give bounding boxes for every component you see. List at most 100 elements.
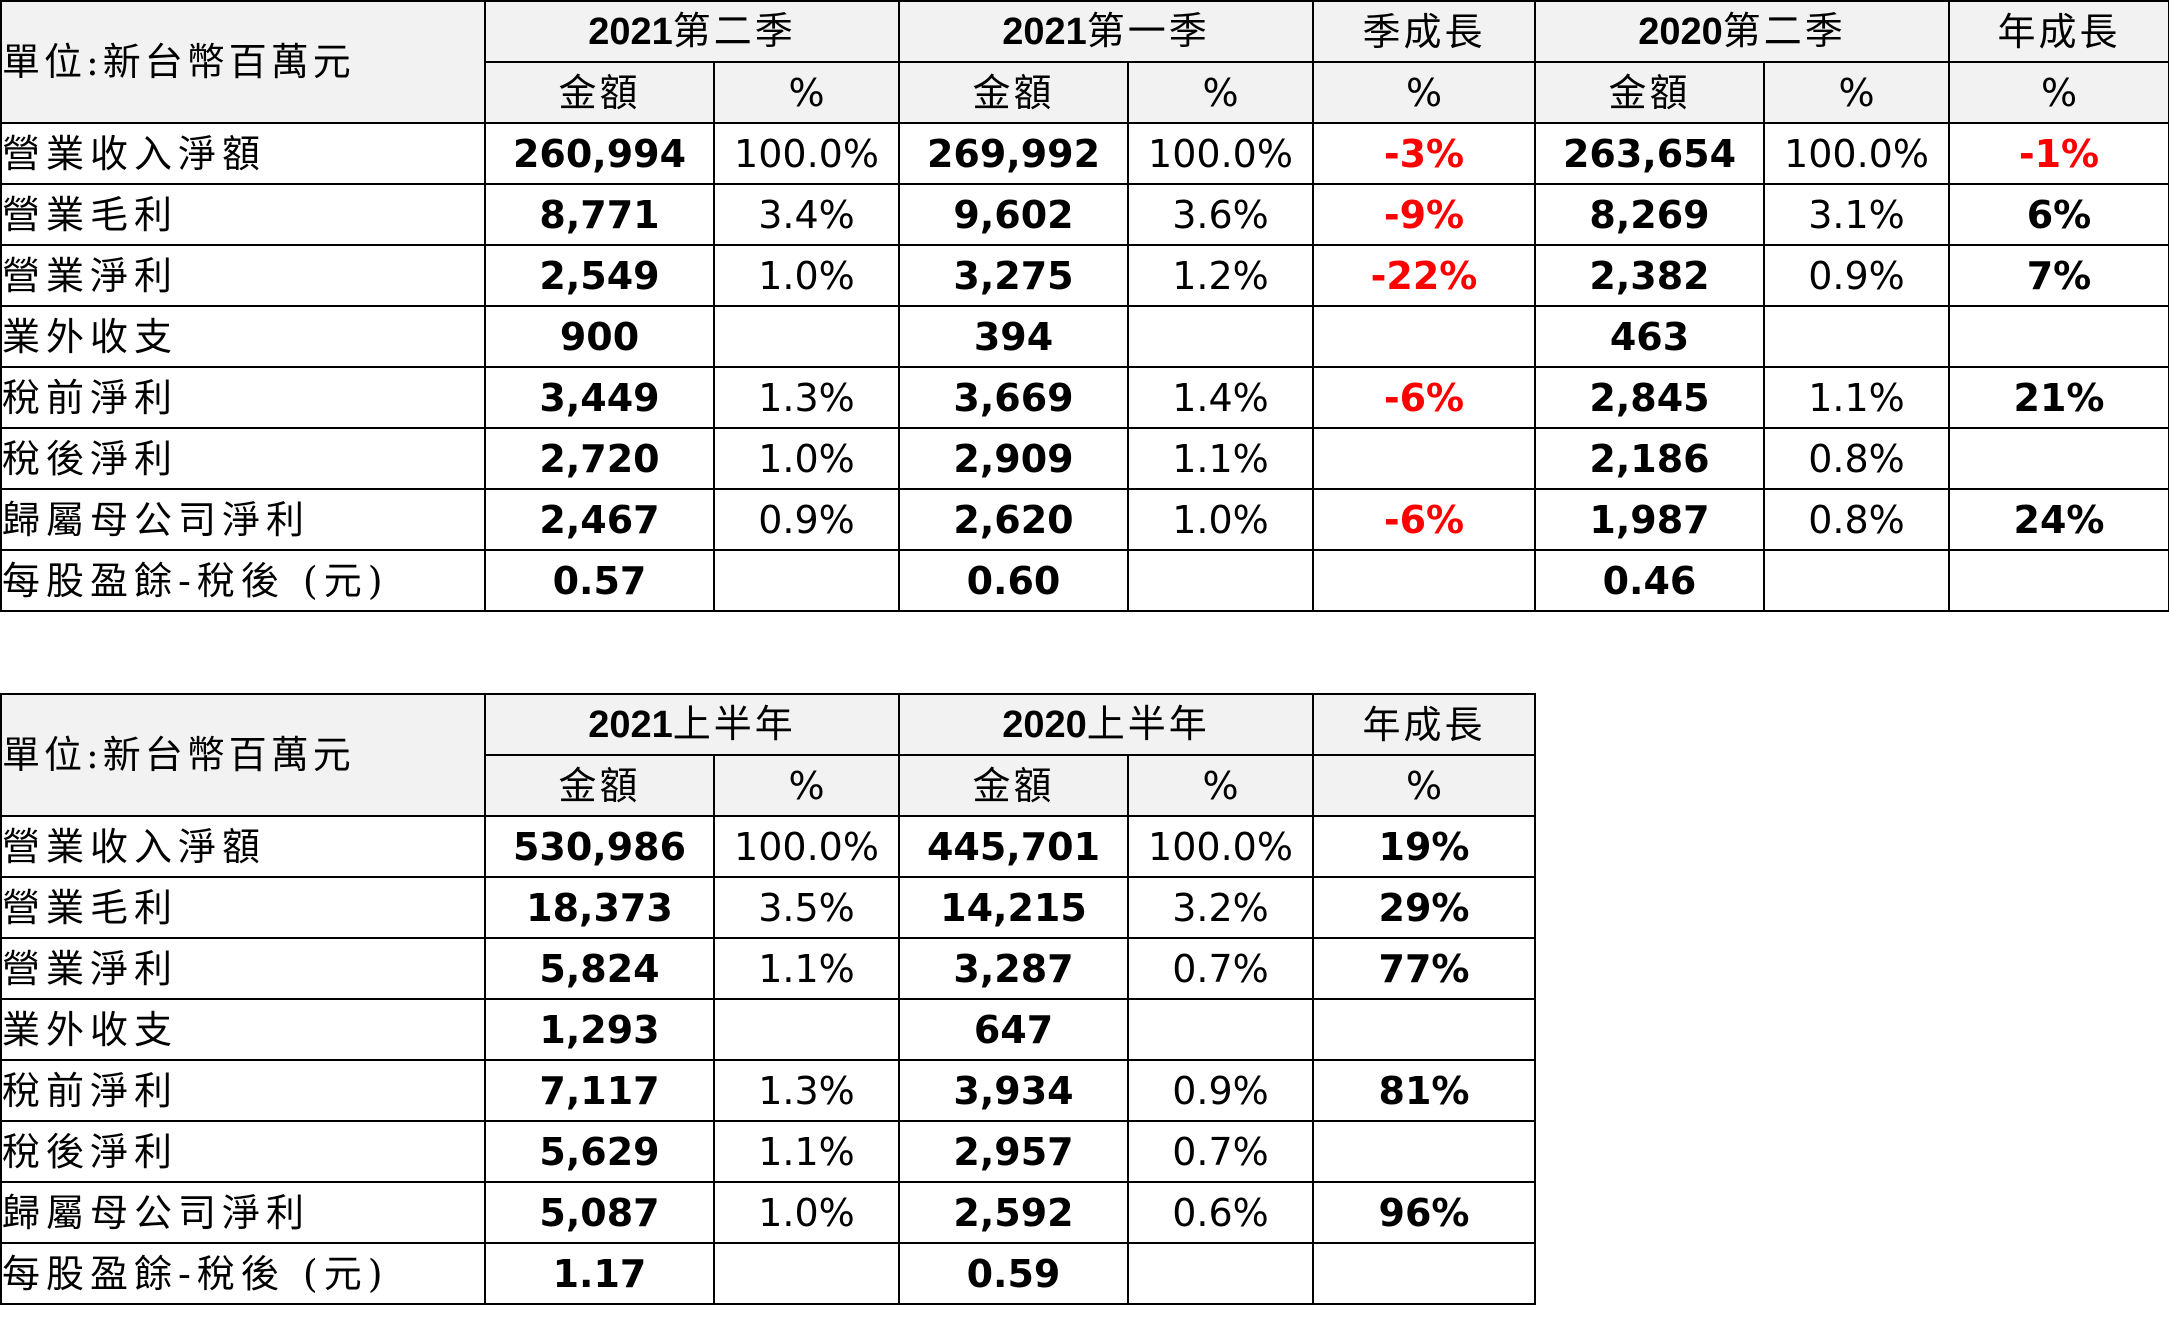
cell-amount-2020-h1: 445,701 xyxy=(898,815,1129,878)
cell-yoy-growth xyxy=(1948,305,2169,368)
subheader-percent: % xyxy=(1763,61,1950,124)
row-label: 歸屬母公司淨利 xyxy=(0,1181,486,1244)
cell-percent-2021-h1: 3.5% xyxy=(713,876,900,939)
cell-amount-2020-h1: 2,957 xyxy=(898,1120,1129,1183)
column-header-2020-q2: 2020第二季 xyxy=(1534,0,1950,63)
table-row: 營業毛利 18,373 3.5% 14,215 3.2% 29% xyxy=(0,876,1536,939)
cell-percent-2021-h1: 100.0% xyxy=(713,815,900,878)
cell-yoy-growth: -1% xyxy=(1948,122,2169,185)
cell-amount-2021-q2: 2,720 xyxy=(484,427,715,490)
cell-amount-2021-q2: 2,467 xyxy=(484,488,715,551)
cell-percent-2021-q1 xyxy=(1127,549,1314,612)
cell-percent-2021-q2 xyxy=(713,305,900,368)
row-label: 營業淨利 xyxy=(0,937,486,1000)
cell-amount-2021-q1: 3,275 xyxy=(898,244,1129,307)
cell-percent-2021-q1: 1.4% xyxy=(1127,366,1314,429)
cell-amount-2021-h1: 5,824 xyxy=(484,937,715,1000)
cell-percent-2021-h1: 1.1% xyxy=(713,1120,900,1183)
cell-yoy-growth xyxy=(1948,549,2169,612)
subheader-amount: 金額 xyxy=(1534,61,1765,124)
cell-percent-2020-q2: 0.9% xyxy=(1763,244,1950,307)
cell-amount-2021-h1: 7,117 xyxy=(484,1059,715,1122)
cell-percent-2021-q1 xyxy=(1127,305,1314,368)
cell-yoy-growth: 7% xyxy=(1948,244,2169,307)
column-header-2020-h1: 2020上半年 xyxy=(898,693,1314,756)
table-row: 營業收入淨額 530,986 100.0% 445,701 100.0% 19% xyxy=(0,815,1536,878)
header-period: 第一季 xyxy=(1086,9,1210,53)
cell-amount-2021-q2: 0.57 xyxy=(484,549,715,612)
header-period: 上半年 xyxy=(672,702,796,746)
cell-yoy-growth: 29% xyxy=(1312,876,1536,939)
subheader-amount: 金額 xyxy=(898,754,1129,817)
cell-qoq-growth xyxy=(1312,305,1536,368)
cell-yoy-growth: 21% xyxy=(1948,366,2169,429)
cell-amount-2021-q1: 3,669 xyxy=(898,366,1129,429)
cell-yoy-growth: 77% xyxy=(1312,937,1536,1000)
cell-percent-2021-h1: 1.1% xyxy=(713,937,900,1000)
cell-qoq-growth: -22% xyxy=(1312,244,1536,307)
table-row: 稅前淨利 7,117 1.3% 3,934 0.9% 81% xyxy=(0,1059,1536,1122)
cell-amount-2021-h1: 5,629 xyxy=(484,1120,715,1183)
cell-percent-2021-q2: 3.4% xyxy=(713,183,900,246)
table-row: 稅後淨利 2,720 1.0% 2,909 1.1% 2,186 0.8% xyxy=(0,427,2169,490)
subheader-amount: 金額 xyxy=(484,61,715,124)
column-header-2021-q2: 2021第二季 xyxy=(484,0,900,63)
table-row: 歸屬母公司淨利 2,467 0.9% 2,620 1.0% -6% 1,987 0.8% 24% xyxy=(0,488,2169,551)
cell-percent-2021-h1: 1.3% xyxy=(713,1059,900,1122)
cell-yoy-growth: 96% xyxy=(1312,1181,1536,1244)
cell-amount-2020-q2: 0.46 xyxy=(1534,549,1765,612)
header-row-periods: 單位:新台幣百萬元 2021第二季 2021第一季 季成長 2020第二季 年成… xyxy=(0,0,2169,124)
cell-amount-2021-q1: 2,620 xyxy=(898,488,1129,551)
row-label: 營業收入淨額 xyxy=(0,815,486,878)
header-period: 上半年 xyxy=(1086,702,1210,746)
cell-percent-2020-h1: 3.2% xyxy=(1127,876,1314,939)
header-period: 第二季 xyxy=(1722,9,1846,53)
cell-percent-2020-q2 xyxy=(1763,305,1950,368)
cell-amount-2021-h1: 530,986 xyxy=(484,815,715,878)
table-row: 營業毛利 8,771 3.4% 9,602 3.6% -9% 8,269 3.1% 6% xyxy=(0,183,2169,246)
cell-percent-2021-h1: 1.0% xyxy=(713,1181,900,1244)
cell-qoq-growth: -3% xyxy=(1312,122,1536,185)
cell-yoy-growth: 24% xyxy=(1948,488,2169,551)
cell-amount-2020-q2: 2,382 xyxy=(1534,244,1765,307)
subheader-percent: % xyxy=(1127,754,1314,817)
cell-percent-2020-h1: 0.7% xyxy=(1127,1120,1314,1183)
subheader-percent: % xyxy=(1948,61,2169,124)
cell-percent-2020-h1: 0.6% xyxy=(1127,1181,1314,1244)
header-year: 2020 xyxy=(1002,704,1087,746)
cell-yoy-growth xyxy=(1948,427,2169,490)
subheader-amount: 金額 xyxy=(484,754,715,817)
cell-amount-2021-q1: 269,992 xyxy=(898,122,1129,185)
table-row: 業外收支 900 394 463 xyxy=(0,305,2169,368)
cell-qoq-growth: -6% xyxy=(1312,488,1536,551)
cell-percent-2020-h1 xyxy=(1127,1242,1314,1305)
cell-amount-2021-q2: 2,549 xyxy=(484,244,715,307)
column-header-2021-h1: 2021上半年 xyxy=(484,693,900,756)
header-row-periods: 單位:新台幣百萬元 2021上半年 2020上半年 年成長 xyxy=(0,693,1536,817)
cell-amount-2020-q2: 2,845 xyxy=(1534,366,1765,429)
table-row: 稅後淨利 5,629 1.1% 2,957 0.7% xyxy=(0,1120,1536,1183)
cell-percent-2021-q2: 100.0% xyxy=(713,122,900,185)
table-row: 稅前淨利 3,449 1.3% 3,669 1.4% -6% 2,845 1.1% 21% xyxy=(0,366,2169,429)
header-row-subcolumns: 金額 % 金額 % % 金額 % % xyxy=(1,61,2169,124)
cell-percent-2020-q2 xyxy=(1763,549,1950,612)
cell-amount-2020-q2: 263,654 xyxy=(1534,122,1765,185)
cell-qoq-growth: -9% xyxy=(1312,183,1536,246)
cell-yoy-growth xyxy=(1312,998,1536,1061)
cell-percent-2020-q2: 1.1% xyxy=(1763,366,1950,429)
cell-amount-2021-h1: 5,087 xyxy=(484,1181,715,1244)
cell-amount-2020-h1: 2,592 xyxy=(898,1181,1129,1244)
subheader-percent: % xyxy=(1312,754,1536,817)
cell-yoy-growth: 81% xyxy=(1312,1059,1536,1122)
row-label: 營業收入淨額 xyxy=(0,122,486,185)
cell-percent-2020-q2: 0.8% xyxy=(1763,488,1950,551)
header-year: 2021 xyxy=(1002,11,1087,53)
table-row: 業外收支 1,293 647 xyxy=(0,998,1536,1061)
cell-percent-2021-h1 xyxy=(713,998,900,1061)
cell-amount-2021-h1: 18,373 xyxy=(484,876,715,939)
header-year: 2021 xyxy=(588,704,673,746)
cell-percent-2020-h1: 100.0% xyxy=(1127,815,1314,878)
cell-amount-2021-q1: 2,909 xyxy=(898,427,1129,490)
cell-amount-2021-q1: 394 xyxy=(898,305,1129,368)
unit-label: 單位:新台幣百萬元 xyxy=(0,693,486,817)
